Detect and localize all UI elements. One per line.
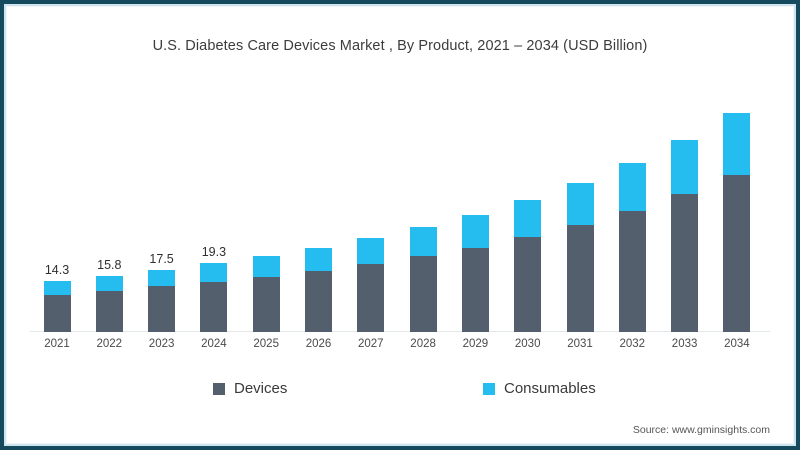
x-tick-label-2025: 2025 — [253, 338, 279, 350]
bar-segment-consumables-2032[interactable] — [618, 162, 646, 211]
x-axis-line — [30, 331, 770, 332]
bar-segment-devices-2027[interactable] — [357, 264, 385, 332]
bar-column-2027[interactable] — [357, 238, 385, 332]
bar-segment-devices-2033[interactable] — [671, 194, 699, 332]
x-tick-label-2030: 2030 — [514, 338, 541, 350]
bar-value-label-2022: 15.8 — [97, 257, 122, 272]
bar-segment-consumables-2028[interactable] — [409, 227, 437, 257]
bar-column-2033[interactable] — [671, 139, 699, 332]
bar-value-label-2023: 17.5 — [149, 251, 174, 266]
bar-segment-consumables-2026[interactable] — [305, 247, 332, 271]
bar-value-label-2024: 19.3 — [201, 245, 227, 260]
legend-item-consumables[interactable]: Consumables — [483, 381, 596, 396]
bar-segment-consumables-2030[interactable] — [514, 200, 542, 238]
bar-column-2031[interactable] — [566, 182, 594, 332]
bar-segment-devices-2026[interactable] — [305, 271, 332, 332]
plot-area: 14.3 15.8 17.5 19.3 — [30, 80, 770, 332]
legend-label-consumables: Consumables — [504, 380, 596, 397]
bar-segment-consumables-2034[interactable] — [723, 113, 751, 176]
bar-segment-devices-2022[interactable] — [95, 290, 123, 332]
bar-column-2024[interactable]: 19.3 — [200, 245, 228, 332]
bar-segment-devices-2029[interactable] — [461, 247, 489, 332]
bar-segment-devices-2025[interactable] — [252, 276, 280, 332]
bar-segment-consumables-2022[interactable] — [95, 275, 123, 291]
bar-segment-devices-2031[interactable] — [566, 225, 594, 332]
x-tick-label-2033: 2033 — [671, 338, 698, 350]
bar-column-2032[interactable] — [618, 162, 646, 332]
x-tick-label-2022: 2022 — [96, 338, 123, 350]
source-note: Source: www.gminsights.com — [632, 424, 770, 436]
bar-segment-devices-2034[interactable] — [723, 175, 751, 332]
bar-segment-consumables-2023[interactable] — [148, 269, 176, 287]
x-tick-label-2024: 2024 — [201, 338, 227, 350]
bar-column-2021[interactable]: 14.3 — [43, 263, 71, 332]
bar-column-2034[interactable] — [723, 113, 751, 332]
bar-segment-consumables-2027[interactable] — [357, 238, 385, 265]
bar-column-2029[interactable] — [461, 214, 489, 332]
bar-column-2023[interactable]: 17.5 — [148, 252, 176, 332]
x-tick-label-2028: 2028 — [410, 338, 436, 350]
bar-segment-consumables-2031[interactable] — [566, 182, 594, 225]
bar-segment-devices-2030[interactable] — [514, 237, 542, 332]
bar-segment-consumables-2033[interactable] — [671, 139, 699, 195]
bar-segment-consumables-2024[interactable] — [200, 263, 228, 282]
x-tick-label-2021: 2021 — [44, 338, 70, 350]
bar-segment-consumables-2025[interactable] — [252, 256, 280, 277]
x-tick-label-2029: 2029 — [462, 338, 489, 350]
chart-title: U.S. Diabetes Care Devices Market , By P… — [152, 38, 648, 54]
legend-item-devices[interactable]: Devices — [213, 381, 287, 396]
bar-column-2022[interactable]: 15.8 — [95, 258, 123, 332]
bar-segment-devices-2023[interactable] — [148, 286, 176, 332]
bar-value-label-2021: 14.3 — [44, 262, 70, 277]
x-tick-label-2034: 2034 — [724, 338, 750, 350]
x-tick-label-2023: 2023 — [148, 338, 175, 350]
bar-column-2026[interactable] — [305, 247, 332, 332]
chart-legend: Devices Consumables — [0, 381, 800, 405]
bar-segment-devices-2024[interactable] — [200, 281, 228, 332]
legend-swatch-devices-icon — [213, 382, 225, 395]
bar-segment-devices-2028[interactable] — [409, 256, 437, 332]
legend-swatch-consumables-icon — [483, 382, 495, 395]
bar-column-2028[interactable] — [409, 227, 437, 332]
x-tick-label-2027: 2027 — [358, 338, 384, 350]
bar-segment-devices-2032[interactable] — [618, 210, 646, 332]
bar-column-2025[interactable] — [252, 256, 280, 332]
bar-column-2030[interactable] — [514, 200, 542, 332]
bar-segment-consumables-2029[interactable] — [461, 214, 489, 248]
bar-segment-devices-2021[interactable] — [43, 294, 71, 332]
x-tick-label-2032: 2032 — [619, 338, 646, 350]
x-tick-label-2031: 2031 — [567, 338, 593, 350]
legend-label-devices: Devices — [234, 380, 288, 397]
x-tick-label-2026: 2026 — [305, 338, 332, 350]
bar-segment-consumables-2021[interactable] — [43, 280, 71, 295]
